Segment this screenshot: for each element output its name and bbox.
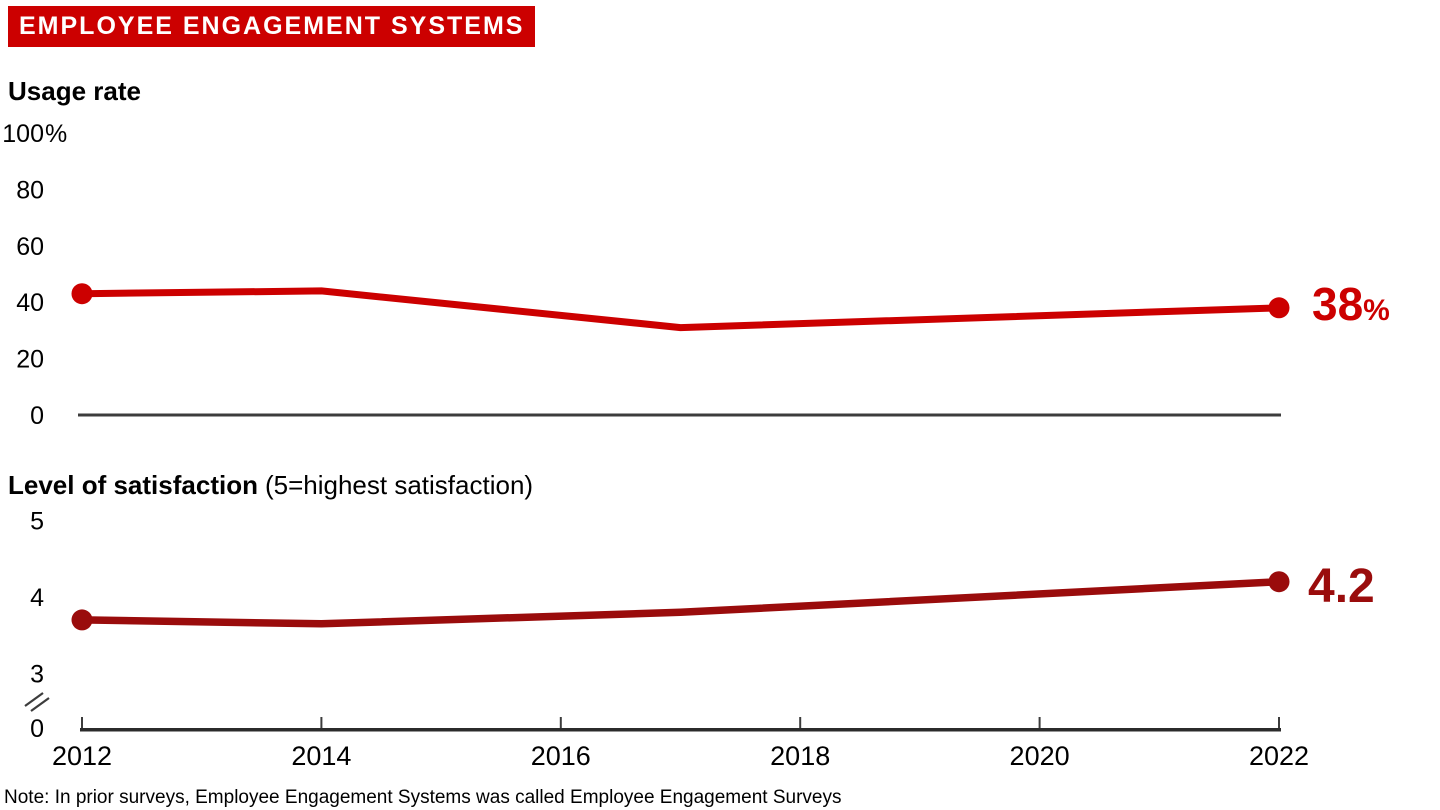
satisfaction-title-subtitle: (5=highest satisfaction) — [264, 470, 534, 500]
note-text: Note: In prior surveys, Employee Engagem… — [4, 787, 842, 808]
satisfaction-title-bold: Level of satisfaction — [8, 470, 258, 500]
satisfaction-zero-tick-label: 0 — [30, 715, 44, 743]
axis-break-slash — [24, 692, 44, 707]
usage-y-tick-label: 80 — [16, 176, 44, 204]
usage-line — [81, 287, 1280, 332]
x-axis-year-label: 2022 — [1249, 741, 1309, 771]
satisfaction-line — [81, 577, 1280, 628]
usage-endpoint-dot — [71, 283, 93, 305]
satisfaction-y-tick-label: 3 — [30, 661, 44, 689]
axis-break-slash — [30, 697, 50, 712]
x-axis-year-label: 2018 — [770, 741, 830, 771]
chart-title-banner: EMPLOYEE ENGAGEMENT SYSTEMS — [8, 6, 536, 47]
usage-y-tick-label: 40 — [16, 289, 44, 317]
usage-section-title: Usage rate — [8, 76, 141, 106]
x-axis-line — [80, 728, 1281, 732]
satisfaction-y-tick-label: 5 — [30, 508, 44, 536]
satisfaction-endpoint-dot — [1268, 571, 1290, 593]
satisfaction-y-tick-label: 4 — [30, 584, 44, 612]
x-axis-year-label: 2016 — [531, 741, 591, 771]
usage-y-tick-label: 20 — [16, 346, 44, 374]
chart-title: EMPLOYEE ENGAGEMENT SYSTEMS — [19, 12, 525, 40]
satisfaction-section-title: Level of satisfaction (5=highest satisfac… — [8, 470, 533, 501]
x-axis-year-label: 2012 — [52, 741, 112, 771]
x-axis-year-label: 2014 — [291, 741, 351, 771]
usage-endpoint-dot — [1268, 297, 1290, 319]
satisfaction-endpoint-dot — [71, 609, 93, 631]
usage-zero-axis-line — [78, 413, 1281, 417]
usage-y-tick-label: 60 — [16, 233, 44, 261]
usage-value-label: 38% — [1312, 278, 1390, 330]
x-axis-year-label: 2020 — [1010, 741, 1070, 771]
usage-y-tick-suffix: % — [45, 120, 67, 148]
usage-y-tick-label: 100 — [2, 120, 44, 148]
usage-y-tick-label: 0 — [30, 402, 44, 430]
satisfaction-value-label: 4.2 — [1308, 560, 1375, 613]
